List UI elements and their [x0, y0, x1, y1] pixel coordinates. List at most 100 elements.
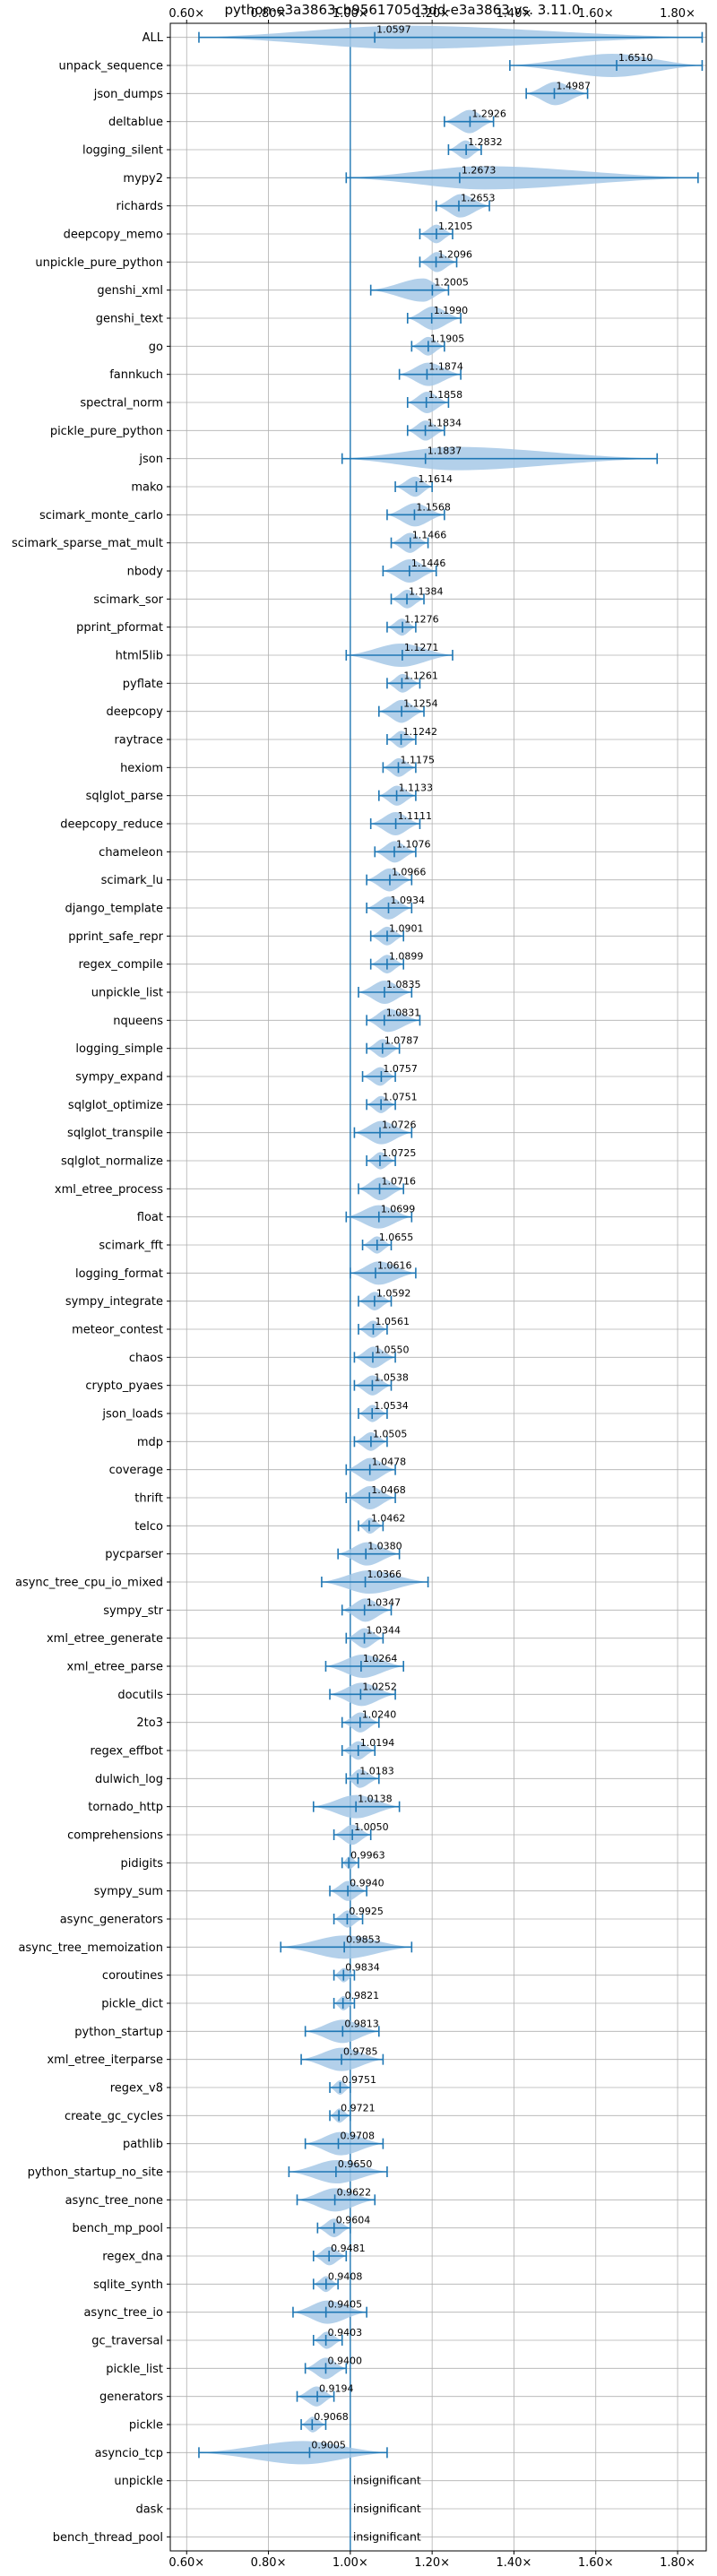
category-label-scimark-lu: scimark_lu	[101, 874, 163, 887]
category-label-regex-v8: regex_v8	[110, 2082, 163, 2096]
category-label-sqlglot-optimize: sqlglot_optimize	[68, 1099, 163, 1112]
category-label-sqlglot-parse: sqlglot_parse	[86, 790, 163, 803]
value-label-create-gc-cycles: 0.9721	[341, 2102, 376, 2114]
category-label-regex-dna: regex_dna	[102, 2251, 163, 2264]
category-label-coroutines: coroutines	[102, 1969, 163, 1983]
category-label-deepcopy: deepcopy	[106, 705, 163, 719]
category-label-json: json	[138, 453, 163, 466]
x-tick-label-bottom: 0.60×	[168, 2556, 204, 2570]
value-label-async-tree-none: 0.9622	[337, 2186, 372, 2198]
value-label-genshi-text: 1.1990	[434, 305, 468, 316]
value-label-sqlglot-transpile: 1.0726	[382, 1119, 417, 1131]
value-label-fannkuch: 1.1874	[428, 361, 462, 373]
value-label-2to3: 1.0240	[362, 1709, 397, 1721]
x-tick-label-bottom: 1.80×	[660, 2556, 695, 2570]
category-label-pickle-pure-python: pickle_pure_python	[50, 425, 163, 438]
category-label-unpickle-list: unpickle_list	[91, 987, 163, 1000]
value-label-async-tree-io: 0.9405	[328, 2299, 363, 2311]
value-label-thrift: 1.0468	[371, 1484, 406, 1496]
value-label-deltablue: 1.2926	[471, 108, 506, 120]
value-label-deepcopy: 1.1254	[403, 698, 438, 710]
category-label-deltablue: deltablue	[108, 116, 163, 129]
category-label-layer: ALL unpack_sequence json_dumps deltablue log…	[12, 31, 164, 2545]
category-label-html5lib: html5lib	[116, 650, 163, 663]
category-label-crypto-pyaes: crypto_pyaes	[85, 1379, 163, 1393]
value-label-tornado-http: 1.0138	[358, 1794, 393, 1805]
value-label-meteor-contest: 1.0561	[375, 1316, 410, 1327]
category-label-async-tree-memoization: async_tree_memoization	[18, 1941, 163, 1955]
category-label-genshi-text: genshi_text	[96, 313, 163, 326]
category-label-xml-etree-parse: xml_etree_parse	[67, 1661, 163, 1674]
category-label-comprehensions: comprehensions	[67, 1829, 163, 1843]
category-label-pycparser: pycparser	[105, 1548, 163, 1561]
x-tick-label-bottom: 1.40×	[497, 2556, 532, 2570]
category-label-mako: mako	[131, 481, 163, 495]
category-label-async-generators: async_generators	[60, 1914, 164, 1927]
category-label-logging-silent: logging_silent	[82, 144, 163, 158]
value-label-bench-mp-pool: 0.9604	[336, 2215, 371, 2226]
value-label-json-dumps: 1.4987	[557, 80, 592, 91]
category-label-deepcopy-memo: deepcopy_memo	[64, 229, 163, 242]
value-label-unpack-sequence: 1.6510	[618, 52, 653, 64]
plot-frame	[169, 22, 707, 2552]
category-label-asyncio-tcp: asyncio_tcp	[95, 2447, 163, 2460]
value-label-sqlglot-optimize: 1.0751	[383, 1091, 418, 1102]
category-label-pickle-dict: pickle_dict	[101, 1998, 163, 2011]
value-label-logging-simple: 1.0787	[384, 1035, 419, 1047]
category-label-scimark-monte-carlo: scimark_monte_carlo	[39, 509, 163, 523]
value-label-sqlglot-parse: 1.1133	[399, 782, 434, 794]
category-label-sympy-str: sympy_str	[103, 1604, 163, 1618]
category-label-richards: richards	[117, 200, 164, 213]
category-label-bench-mp-pool: bench_mp_pool	[72, 2222, 163, 2235]
value-label-pyflate: 1.1261	[403, 670, 438, 681]
value-label-unpickle-pure-python: 1.2096	[438, 248, 473, 260]
category-label-bench-thread-pool: bench_thread_pool	[53, 2531, 163, 2545]
value-label-scimark-sor: 1.1384	[409, 585, 444, 597]
category-label-spectral-norm: spectral_norm	[80, 397, 163, 411]
category-label-gc-traversal: gc_traversal	[91, 2335, 163, 2348]
category-label-dask: dask	[135, 2503, 163, 2517]
value-label-xml-etree-parse: 1.0264	[363, 1653, 398, 1664]
x-tick-label-top: 0.80×	[251, 7, 287, 21]
value-label-go: 1.1905	[430, 333, 465, 344]
value-label-crypto-pyaes: 1.0538	[374, 1372, 409, 1384]
category-label-async-tree-io: async_tree_io	[83, 2306, 163, 2320]
category-label-pickle-list: pickle_list	[106, 2363, 163, 2376]
category-label-telco: telco	[134, 1520, 163, 1534]
value-label-mypy2: 1.2673	[462, 164, 497, 176]
category-label-logging-simple: logging_simple	[75, 1042, 163, 1056]
category-label-genshi-xml: genshi_xml	[97, 284, 163, 298]
value-label-xml-etree-generate: 1.0344	[367, 1625, 402, 1637]
category-label-thrift: thrift	[134, 1492, 163, 1506]
value-label-python-startup-no-site: 0.9650	[338, 2158, 373, 2170]
value-label-async-generators: 0.9925	[349, 1906, 384, 1917]
category-label-all: ALL	[143, 31, 164, 45]
category-label-dulwich-log: dulwich_log	[95, 1773, 163, 1786]
value-label-nqueens: 1.0831	[386, 1007, 421, 1018]
category-label-unpack-sequence: unpack_sequence	[58, 60, 163, 73]
value-label-async-tree-cpu-io-mixed: 1.0366	[367, 1569, 402, 1580]
x-tick-label-bottom: 1.00×	[333, 2556, 368, 2570]
category-label-2to3: 2to3	[136, 1716, 163, 1730]
category-label-mypy2: mypy2	[123, 172, 163, 186]
value-label-xml-etree-process: 1.0716	[382, 1175, 417, 1187]
category-label-xml-etree-process: xml_etree_process	[55, 1183, 163, 1197]
category-label-mdp: mdp	[137, 1436, 163, 1449]
value-label-regex-effbot: 1.0194	[360, 1737, 395, 1749]
value-label-json: 1.1837	[428, 445, 462, 457]
category-label-sympy-expand: sympy_expand	[75, 1071, 163, 1085]
value-label-unpickle-list: 1.0835	[386, 979, 421, 990]
value-label-docutils: 1.0252	[362, 1681, 397, 1692]
category-label-deepcopy-reduce: deepcopy_reduce	[60, 818, 163, 832]
x-tick-label-top: 1.00×	[333, 7, 368, 21]
category-label-xml-etree-generate: xml_etree_generate	[47, 1632, 163, 1646]
category-label-pidigits: pidigits	[121, 1857, 164, 1871]
value-label-unpickle: insignificant	[353, 2474, 421, 2487]
value-label-pathlib: 0.9708	[341, 2131, 376, 2142]
category-label-sqlite-synth: sqlite_synth	[93, 2278, 163, 2292]
category-label-json-dumps: json_dumps	[93, 88, 163, 101]
x-tick-label-bottom: 0.80×	[251, 2556, 287, 2570]
value-label-sqlglot-normalize: 1.0725	[382, 1147, 417, 1159]
category-label-python-startup-no-site: python_startup_no_site	[28, 2166, 163, 2180]
